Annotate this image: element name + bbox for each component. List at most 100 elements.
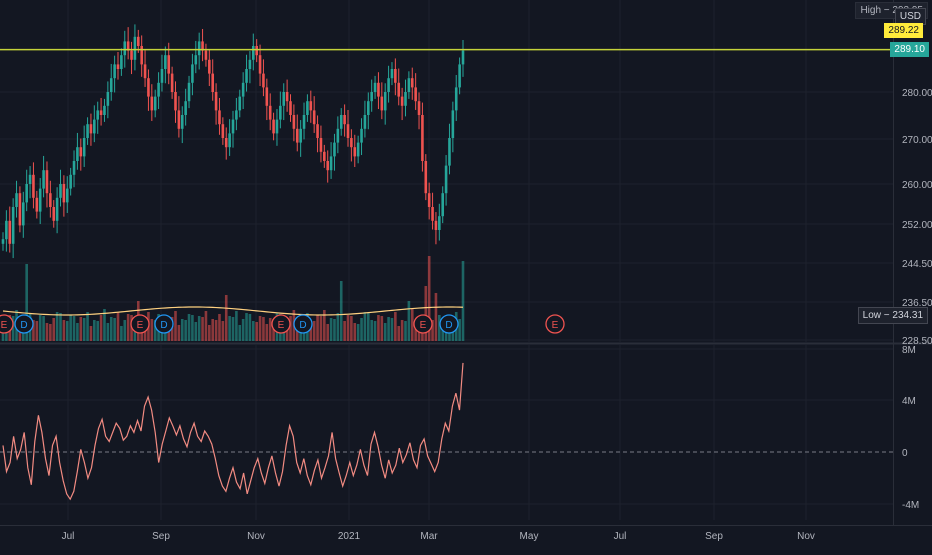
candle-body bbox=[11, 207, 15, 244]
volume-bar bbox=[201, 317, 204, 341]
volume-bar bbox=[174, 311, 177, 341]
candle-body bbox=[18, 193, 22, 226]
candle-body bbox=[214, 92, 218, 111]
candle-body bbox=[15, 193, 18, 207]
volume-bar bbox=[458, 319, 461, 341]
volume-bar bbox=[366, 313, 370, 341]
volume-bar bbox=[265, 324, 269, 341]
volume-bar bbox=[113, 318, 116, 341]
volume-bar bbox=[221, 321, 225, 341]
volume-bar bbox=[69, 315, 72, 341]
volume-bar bbox=[336, 313, 340, 341]
candle-body bbox=[93, 119, 96, 134]
candle-body bbox=[167, 55, 171, 74]
candle-body bbox=[343, 115, 346, 125]
dividend-marker bbox=[293, 314, 313, 334]
candle-body bbox=[323, 151, 326, 161]
candle-body bbox=[238, 96, 242, 111]
candle-body bbox=[387, 78, 390, 92]
candle-body bbox=[241, 82, 245, 97]
candle-body bbox=[170, 73, 174, 92]
candle-body bbox=[69, 174, 72, 189]
volume-bar bbox=[49, 324, 52, 341]
candle-body bbox=[400, 96, 404, 106]
price-tick-label: 228.50 bbox=[902, 336, 932, 347]
candle-body bbox=[397, 82, 401, 97]
candle-body bbox=[309, 101, 313, 111]
volume-bar bbox=[52, 318, 56, 341]
candle-body bbox=[448, 138, 451, 166]
volume-bar bbox=[184, 320, 187, 341]
volume-bar bbox=[461, 261, 465, 341]
candle-body bbox=[390, 69, 394, 79]
candle-body bbox=[103, 105, 106, 115]
candle-body bbox=[191, 64, 194, 83]
candle-body bbox=[326, 161, 330, 171]
volume-bar bbox=[96, 321, 100, 341]
candle-body bbox=[289, 101, 292, 115]
candle-body bbox=[45, 170, 49, 194]
volume-bar bbox=[99, 315, 103, 341]
candle-body bbox=[187, 82, 191, 102]
volume-bar bbox=[82, 318, 86, 341]
volume-bar bbox=[350, 316, 353, 341]
candle-body bbox=[316, 124, 319, 138]
candle-body bbox=[204, 50, 208, 60]
volume-bar bbox=[410, 309, 414, 341]
candle-body bbox=[417, 101, 421, 115]
price-tick-label: 236.50 bbox=[902, 298, 932, 309]
volume-bar bbox=[208, 325, 211, 341]
time-tick-label: Mar bbox=[420, 531, 438, 542]
dividend-marker-label: D bbox=[445, 320, 452, 331]
volume-bar bbox=[333, 319, 336, 341]
volume-bar bbox=[106, 323, 110, 341]
candle-body bbox=[160, 69, 164, 83]
candle-body bbox=[224, 138, 228, 148]
volume-bar bbox=[363, 312, 367, 341]
candle-body bbox=[52, 207, 56, 221]
volume-bar bbox=[177, 325, 181, 341]
candle-body bbox=[292, 115, 296, 129]
volume-bar bbox=[123, 320, 127, 341]
volume-bar bbox=[353, 323, 357, 341]
time-tick-label: Jul bbox=[62, 531, 75, 542]
candle-body bbox=[438, 216, 441, 230]
candle-body bbox=[235, 110, 238, 120]
candle-body bbox=[120, 55, 123, 69]
volume-bar bbox=[400, 320, 404, 341]
candle-body bbox=[38, 188, 42, 212]
candle-body bbox=[221, 124, 225, 138]
volume-bar bbox=[45, 323, 49, 341]
candle-body bbox=[424, 161, 428, 194]
candle-body bbox=[177, 110, 181, 129]
volume-bar bbox=[295, 324, 299, 341]
candle-body bbox=[218, 110, 221, 125]
volume-bar bbox=[238, 325, 242, 341]
volume-bar bbox=[93, 320, 96, 341]
candle-body bbox=[35, 197, 39, 212]
candle-body bbox=[407, 78, 411, 92]
volume-bar bbox=[323, 310, 326, 341]
volume-bar bbox=[397, 326, 401, 341]
candle-body bbox=[268, 105, 272, 120]
volume-bar bbox=[89, 326, 93, 341]
earnings-marker-label: E bbox=[420, 320, 427, 331]
earnings-marker bbox=[0, 314, 14, 334]
candle-body bbox=[55, 197, 59, 221]
volume-bar bbox=[407, 301, 411, 341]
candle-body bbox=[306, 101, 309, 115]
candle-body bbox=[394, 69, 397, 83]
candle-body bbox=[113, 64, 116, 79]
candle-body bbox=[133, 36, 137, 60]
volume-bar bbox=[218, 314, 221, 341]
volume-bar bbox=[431, 320, 434, 341]
volume-bar bbox=[356, 324, 360, 341]
candle-body bbox=[76, 147, 79, 161]
low-price-label: Low − 234.31 bbox=[857, 307, 928, 324]
earnings-marker bbox=[545, 314, 565, 334]
candle-body bbox=[49, 193, 52, 207]
last-price-label: 289.10 bbox=[890, 42, 929, 57]
candle-body bbox=[1, 239, 5, 244]
